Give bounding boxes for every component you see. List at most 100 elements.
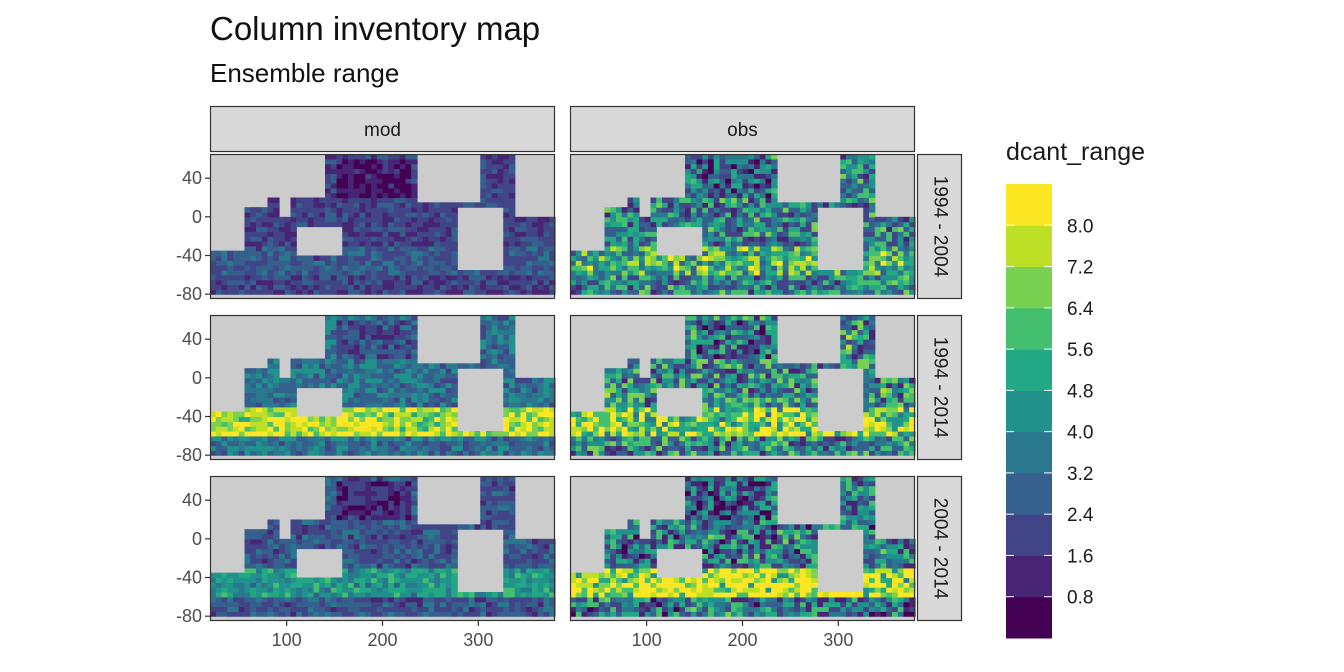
- ocean-cell: [342, 392, 349, 398]
- ocean-cell: [742, 435, 749, 442]
- ocean-cell: [537, 279, 545, 286]
- ocean-cell: [353, 397, 361, 403]
- ocean-cell: [399, 212, 407, 218]
- ocean-cell: [279, 284, 286, 290]
- ocean-cell: [273, 592, 280, 598]
- ocean-cell: [256, 373, 263, 379]
- ocean-cell: [520, 265, 527, 271]
- ocean-cell: [273, 265, 280, 271]
- ocean-cell: [336, 577, 343, 583]
- ocean-cell: [610, 236, 617, 242]
- ocean-cell: [759, 183, 767, 189]
- ocean-cell: [662, 435, 669, 442]
- ocean-cell: [273, 255, 280, 261]
- ocean-cell: [549, 416, 556, 422]
- ocean-cell: [486, 163, 493, 170]
- ocean-cell: [411, 216, 418, 223]
- ocean-cell: [256, 250, 263, 257]
- ocean-cell: [880, 284, 887, 290]
- ocean-cell: [725, 377, 732, 384]
- ocean-cell: [857, 168, 864, 174]
- ocean-cell: [307, 377, 315, 384]
- ocean-cell: [434, 250, 441, 257]
- ocean-cell: [376, 315, 384, 321]
- ocean-cell: [702, 392, 709, 398]
- ocean-cell: [250, 563, 257, 569]
- ocean-cell: [526, 241, 533, 247]
- ocean-cell: [440, 392, 447, 398]
- ocean-cell: [719, 445, 726, 451]
- ocean-cell: [713, 353, 721, 360]
- ocean-cell: [667, 216, 675, 223]
- ocean-cell: [805, 377, 813, 384]
- ocean-cell: [445, 289, 453, 295]
- ocean-cell: [543, 226, 550, 232]
- ocean-cell: [748, 216, 755, 223]
- ocean-cell: [725, 192, 732, 199]
- ocean-cell: [800, 231, 807, 237]
- ocean-cell: [708, 319, 715, 326]
- ocean-cell: [394, 226, 401, 232]
- ocean-cell: [353, 221, 361, 228]
- ocean-cell: [604, 284, 611, 290]
- ocean-cell: [256, 596, 263, 603]
- ocean-cell: [388, 324, 395, 331]
- ocean-cell: [353, 158, 361, 165]
- ocean-cell: [302, 284, 309, 290]
- ocean-cell: [267, 270, 274, 276]
- ocean-cell: [851, 178, 859, 184]
- ocean-cell: [440, 445, 447, 451]
- ocean-cell: [394, 339, 401, 345]
- ocean-cell: [411, 226, 418, 232]
- ocean-cell: [690, 183, 698, 189]
- ocean-cell: [221, 255, 228, 261]
- ocean-cell: [549, 435, 556, 442]
- ocean-cell: [897, 274, 905, 281]
- ocean-cell: [748, 192, 755, 199]
- ocean-cell: [633, 421, 640, 427]
- ocean-cell: [503, 212, 510, 218]
- ocean-cell: [342, 274, 349, 281]
- ocean-cell: [440, 397, 447, 403]
- ocean-cell: [296, 284, 303, 290]
- ocean-cell: [468, 440, 476, 447]
- ocean-cell: [644, 431, 652, 437]
- ocean-cell: [307, 274, 315, 281]
- ocean-cell: [405, 279, 412, 286]
- ocean-cell: [851, 435, 859, 442]
- ocean-cell: [497, 192, 504, 199]
- ocean-cell: [210, 255, 217, 261]
- ocean-cell: [336, 606, 343, 612]
- ocean-cell: [463, 363, 470, 369]
- ocean-cell: [696, 339, 703, 345]
- ocean-cell: [610, 216, 617, 223]
- ocean-cell: [468, 450, 476, 456]
- ocean-cell: [667, 274, 675, 281]
- ocean-cell: [330, 519, 338, 525]
- ocean-cell: [359, 289, 366, 295]
- ocean-cell: [325, 289, 332, 295]
- ocean-cell: [376, 402, 384, 408]
- ocean-cell: [302, 534, 309, 540]
- ocean-cell: [330, 421, 338, 427]
- ocean-cell: [394, 353, 401, 360]
- ocean-cell: [451, 245, 458, 252]
- ocean-cell: [388, 221, 395, 228]
- ocean-cell: [371, 450, 378, 456]
- ocean-cell: [886, 387, 893, 393]
- ocean-cell: [261, 543, 269, 550]
- ocean-cell: [788, 392, 795, 398]
- ocean-cell: [336, 358, 343, 364]
- ocean-cell: [514, 216, 522, 223]
- ocean-cell: [713, 440, 721, 447]
- ocean-cell: [514, 431, 522, 437]
- ocean-cell: [863, 450, 870, 456]
- ocean-cell: [307, 212, 315, 218]
- ocean-cell: [256, 397, 263, 403]
- ocean-cell: [405, 255, 412, 261]
- ocean-cell: [509, 163, 516, 170]
- ocean-cell: [497, 274, 504, 281]
- ocean-cell: [520, 431, 527, 437]
- ocean-cell: [736, 319, 744, 326]
- ocean-cell: [382, 445, 389, 451]
